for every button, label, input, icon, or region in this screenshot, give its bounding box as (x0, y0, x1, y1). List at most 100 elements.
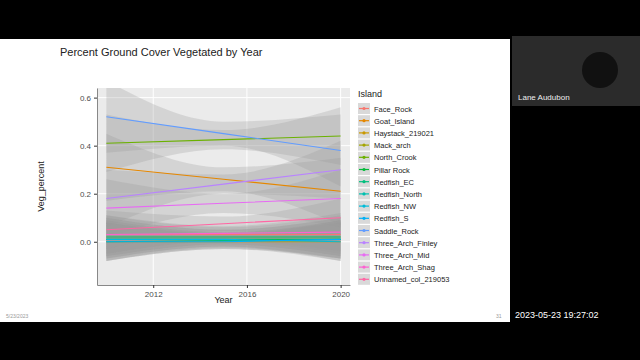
plot-marks (106, 88, 340, 261)
legend-title: Island (358, 89, 382, 99)
legend-label: Mack_arch (374, 141, 411, 150)
tick-mark (94, 194, 97, 195)
legend-item: North_Crook (358, 152, 417, 163)
legend-marker (362, 119, 365, 122)
legend-label: North_Crook (374, 153, 417, 162)
legend-item: Redfish_S (358, 213, 409, 224)
legend-item: Haystack_219021 (358, 127, 434, 138)
x-axis-title: Year (214, 295, 232, 305)
legend-marker (362, 144, 365, 147)
trend-line (106, 117, 340, 151)
chart-title: Percent Ground Cover Vegetated by Year (60, 46, 263, 58)
legend-key (358, 262, 370, 273)
trend-line (106, 199, 340, 209)
tick: 0.0 (80, 238, 97, 247)
legend-marker (362, 266, 365, 269)
tick-label: 2016 (239, 290, 257, 299)
legend-marker (362, 205, 365, 208)
legend-key (358, 237, 370, 248)
legend-marker (362, 241, 365, 244)
trend-line (106, 218, 340, 230)
legend-item: Face_Rock (358, 103, 412, 114)
screen: Lane Audubon2023-05-23 19:27:025/23/2023… (0, 0, 640, 360)
trend-line (106, 236, 340, 237)
tick: 2016 (239, 285, 257, 299)
legend-key (358, 176, 370, 187)
legend-swatch (359, 120, 369, 121)
tick-label: 0.2 (80, 190, 92, 199)
legend-key (358, 152, 370, 163)
legend-item: Mack_arch (358, 140, 411, 151)
timestamp: 2023-05-23 19:27:02 (515, 310, 599, 320)
tick: 2020 (332, 285, 350, 299)
trend-line (106, 239, 340, 241)
legend-key (358, 140, 370, 151)
legend-marker (362, 107, 365, 110)
tick: 2012 (145, 285, 163, 299)
legend-label: Saddle_Rock (374, 227, 419, 236)
legend-label: Redfish_EC (374, 178, 415, 187)
legend-label: Face_Rock (374, 105, 412, 114)
slide-number: 31 (496, 313, 502, 319)
tick-label: 2012 (145, 290, 163, 299)
legend-marker (362, 180, 365, 183)
tick: 0.4 (80, 142, 97, 151)
legend-marker (362, 217, 365, 220)
legend-key (358, 115, 370, 126)
legend-marker (362, 253, 365, 256)
legend-item: Saddle_Rock (358, 225, 419, 236)
legend-key (358, 274, 370, 285)
legend-label: Three_Arch_Shag (374, 263, 435, 272)
tick-label: 2020 (332, 290, 350, 299)
tick-label: 0.6 (80, 94, 92, 103)
legend-label: Redfish_North (374, 190, 422, 199)
trend-line (106, 236, 340, 237)
legend-item: Three_Arch_Shag (358, 262, 435, 273)
tick-mark (94, 242, 97, 243)
tick-label: 0.0 (80, 238, 92, 247)
axis-line (97, 89, 98, 286)
trend-line (106, 239, 340, 241)
legend-item: Redfish_North (358, 188, 422, 199)
legend-item: Redfish_EC (358, 176, 415, 187)
legend-marker (362, 192, 365, 195)
legend-label: Redfish_S (374, 214, 409, 223)
legend-key (358, 249, 370, 260)
tick: 0.6 (80, 94, 97, 103)
legend-label: Goat_Island (374, 117, 414, 126)
legend-item: Redfish_NW (358, 201, 417, 212)
tick-mark (153, 285, 154, 288)
legend-item: Pillar Rock (358, 164, 410, 175)
legend-key (358, 103, 370, 114)
legend-key (358, 188, 370, 199)
y-axis-title: Veg_percent (36, 161, 46, 212)
legend-marker (362, 278, 365, 281)
legend-marker (362, 229, 365, 232)
trend-line (106, 239, 340, 241)
legend-marker (362, 156, 365, 159)
trend-line (106, 167, 340, 191)
slide (0, 39, 510, 322)
legend-key (358, 164, 370, 175)
legend-key (358, 201, 370, 212)
tick-label: 0.4 (80, 142, 92, 151)
legend-label: Haystack_219021 (374, 129, 434, 138)
legend-item: Three_Arch_Mid (358, 249, 429, 260)
tick-mark (247, 285, 248, 288)
speaker-silhouette (582, 52, 618, 88)
video-tile (512, 36, 640, 106)
legend-swatch (359, 108, 369, 109)
axis-line (98, 285, 351, 286)
trend-line (106, 170, 340, 199)
tick: 0.2 (80, 190, 97, 199)
legend-label: Unnamed_col_219053 (374, 275, 449, 284)
legend-label: Redfish_NW (374, 202, 417, 211)
legend-key (358, 213, 370, 224)
trend-line (106, 136, 340, 143)
legend-item: Three_Arch_Finley (358, 237, 438, 248)
slide-date: 5/23/2023 (6, 313, 28, 319)
tick-mark (341, 285, 342, 288)
trend-line (106, 232, 340, 234)
legend-label: Three_Arch_Mid (374, 251, 429, 260)
legend-label: Three_Arch_Finley (374, 239, 438, 248)
